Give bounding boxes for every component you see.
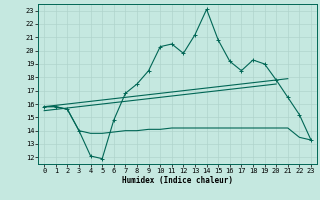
- X-axis label: Humidex (Indice chaleur): Humidex (Indice chaleur): [122, 176, 233, 185]
